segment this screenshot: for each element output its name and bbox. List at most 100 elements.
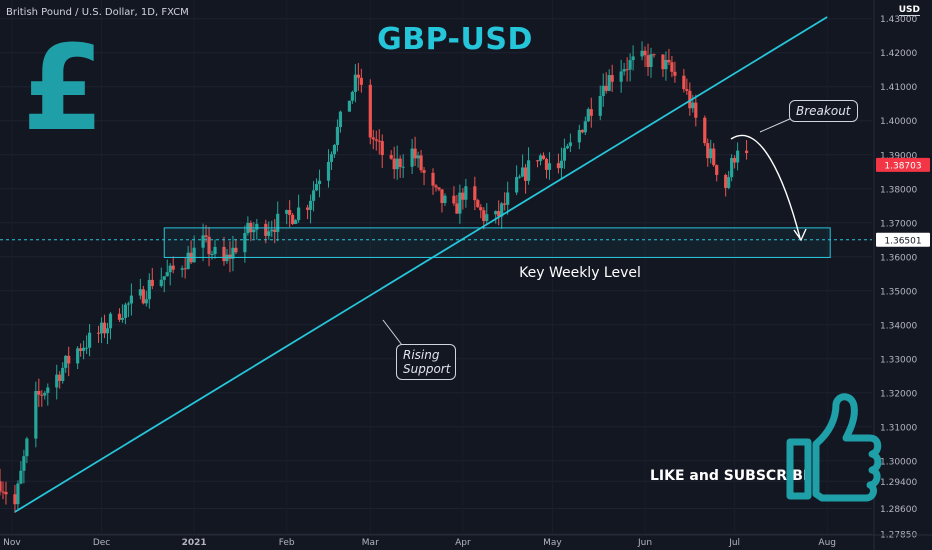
candle-body [497, 211, 501, 217]
candle-body [285, 210, 289, 214]
candle-body [374, 139, 378, 141]
key-level-zone [163, 227, 831, 258]
candle-body [201, 235, 205, 248]
candle-body [577, 130, 581, 143]
candle-body [82, 347, 86, 351]
candle-body [646, 55, 650, 67]
crosshair-price-tag-bg [876, 232, 930, 247]
candle-body [308, 200, 313, 210]
y-tick-label: 1.34000 [880, 321, 917, 331]
candle-body [4, 491, 8, 495]
candle-body [96, 332, 101, 334]
candle-body [332, 144, 337, 155]
candle-body [159, 279, 163, 286]
candle-body [736, 150, 740, 163]
pound-sign-icon: £ [22, 19, 105, 157]
candle-body [37, 391, 41, 395]
price-tags: 1.38703 1.36501 [876, 157, 930, 247]
breakout-label: Breakout [796, 104, 851, 118]
rising-support-line [14, 16, 828, 513]
candle-body [102, 322, 107, 334]
x-tick-label: Jun [637, 538, 652, 548]
breakout-callout-tail [759, 117, 793, 133]
candle-body [168, 265, 172, 273]
candle-body [120, 317, 125, 320]
candle-body [141, 289, 145, 304]
symbol-label: British Pound / U.S. Dollar, 1D, FXCM [6, 7, 189, 18]
candle-body [440, 189, 444, 204]
candle-body [58, 374, 62, 381]
candle-body [359, 77, 363, 85]
candle-body [371, 137, 375, 140]
candle-body [422, 170, 426, 173]
candle-body [291, 214, 295, 224]
candle-body [228, 254, 232, 259]
candle-body [43, 392, 47, 396]
candle-body [395, 158, 399, 170]
candle-body [673, 71, 677, 76]
candle-body [117, 313, 122, 320]
candle-body [706, 143, 710, 159]
candle-body [610, 75, 614, 82]
candle-body [150, 279, 154, 286]
candle-body [622, 69, 626, 72]
candle-body [413, 148, 417, 159]
candle-body [476, 200, 480, 208]
y-tick-label: 1.43000 [880, 15, 917, 25]
breakout-arrowhead [793, 228, 807, 242]
candle-body [13, 494, 17, 505]
y-tick-label: 1.40000 [880, 117, 917, 127]
x-tick-label: Aug [818, 538, 836, 548]
candle-body [255, 223, 259, 230]
candle-body [64, 355, 68, 368]
candle-body [105, 328, 110, 334]
candle-body [670, 62, 674, 72]
candle-body [664, 59, 668, 70]
candle-body [398, 158, 402, 168]
y-tick-label: 1.28600 [880, 505, 917, 515]
candle-body [485, 214, 489, 222]
candle-body [443, 195, 447, 204]
candle-body [685, 89, 689, 91]
candle-body [356, 74, 360, 78]
candle-body [628, 60, 632, 70]
candle-body [311, 190, 316, 201]
candle-body [273, 229, 277, 232]
x-tick-label: Apr [455, 538, 471, 548]
x-tick-label: Jul [728, 538, 740, 548]
candle-body [640, 50, 644, 57]
thumbs-up-icon [786, 393, 882, 502]
candle-body [335, 126, 340, 145]
candle-body [583, 121, 587, 133]
y-tick-label: 1.29400 [880, 478, 917, 488]
candle-body [85, 347, 89, 349]
candle-body [523, 167, 528, 181]
candle-body [607, 75, 611, 91]
candle-body [126, 303, 131, 305]
x-tick-label: May [543, 538, 562, 548]
candle-body [715, 165, 719, 175]
candle-body [724, 174, 728, 188]
candle-body [267, 231, 271, 236]
candle-body [410, 148, 414, 167]
candle-body [589, 109, 593, 116]
y-tick-label: 1.32000 [880, 389, 917, 399]
candle-body [368, 84, 372, 138]
candle-body [338, 111, 343, 127]
candle-body [458, 192, 462, 214]
candle-body [694, 102, 698, 118]
candle-body [183, 268, 187, 270]
candle-body [682, 75, 686, 90]
candle-body [294, 220, 298, 224]
candle-body [314, 184, 319, 191]
y-tick-label: 1.30000 [880, 457, 917, 467]
candle-body [123, 304, 128, 318]
candle-body [709, 148, 713, 159]
candle-body [377, 140, 381, 142]
x-tick-label: Dec [93, 538, 110, 548]
candle-body [234, 247, 238, 253]
candle-body [727, 177, 731, 188]
candle-body [455, 203, 459, 214]
candle-body [559, 160, 564, 169]
candle-body [494, 211, 498, 215]
